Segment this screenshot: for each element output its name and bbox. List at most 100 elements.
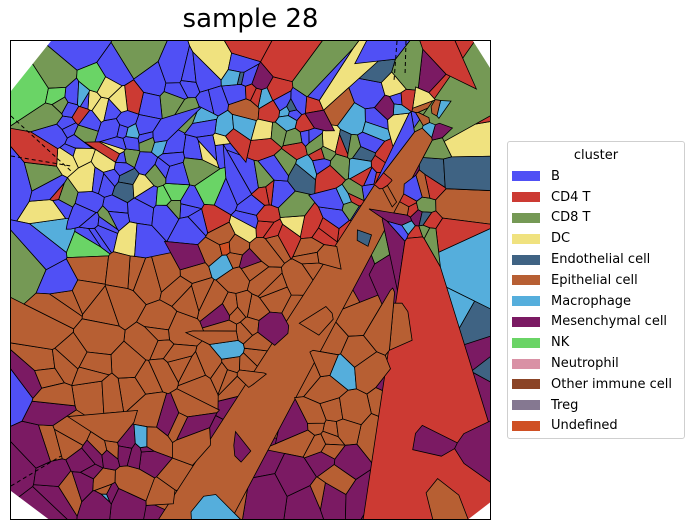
voronoi-cell	[251, 61, 274, 91]
legend-items: B CD4 T CD8 T DC Endothelial cell Epithelial …	[508, 166, 684, 436]
voronoi-cell	[257, 154, 289, 182]
voronoi-cell	[117, 445, 133, 467]
voronoi-cell	[11, 127, 59, 167]
voronoi-cell	[233, 430, 252, 463]
voronoi-cell	[187, 208, 209, 237]
voronoi-cell	[381, 217, 406, 291]
voronoi-cell	[374, 111, 415, 184]
legend-item: NK	[508, 332, 684, 353]
voronoi-cell	[207, 85, 229, 117]
legend-label: Mesenchymal cell	[551, 314, 668, 330]
legend-label: Macrophage	[551, 293, 632, 309]
legend-swatch	[512, 296, 540, 307]
legend-label: Endothelial cell	[551, 252, 651, 268]
voronoi-cell	[357, 131, 386, 154]
legend-label: CD8 T	[551, 210, 591, 226]
legend-label: B	[551, 168, 560, 184]
legend-swatch	[512, 400, 540, 411]
plot-area	[10, 40, 491, 520]
voronoi-cell	[270, 121, 287, 149]
legend-swatch	[512, 212, 540, 223]
legend-item: Mesenchymal cell	[508, 312, 684, 333]
voronoi-cell	[347, 157, 372, 180]
voronoi-cell	[197, 139, 220, 169]
voronoi-cell	[362, 121, 392, 142]
voronoi-cell	[11, 297, 75, 350]
legend-item: B	[508, 166, 684, 187]
legend-swatch	[512, 254, 540, 265]
voronoi-cell	[303, 451, 336, 478]
voronoi-cell	[104, 251, 131, 290]
voronoi-cell	[430, 99, 442, 117]
voronoi-cell	[400, 88, 416, 113]
voronoi-cell	[145, 476, 176, 506]
legend-label: NK	[551, 335, 570, 351]
voronoi-ridge-dashed	[404, 41, 407, 77]
legend-label: CD4 T	[551, 189, 591, 205]
voronoi-cell	[52, 199, 74, 220]
voronoi-cell	[113, 221, 138, 257]
voronoi-cell	[306, 48, 354, 101]
voronoi-cell	[100, 493, 111, 503]
voronoi-cell	[11, 219, 68, 271]
legend-label: Treg	[551, 397, 579, 413]
voronoi-cell	[373, 94, 395, 121]
legend-item: Neutrophil	[508, 353, 684, 374]
voronoi-cell	[59, 143, 76, 157]
legend-swatch	[512, 337, 540, 348]
voronoi-cell	[316, 244, 342, 270]
voronoi-cell	[157, 41, 190, 84]
voronoi-cell	[162, 343, 198, 363]
voronoi-cell	[419, 41, 478, 90]
legend-label: Other immune cell	[551, 376, 672, 392]
voronoi-cell	[144, 163, 167, 188]
voronoi-cell	[61, 122, 79, 139]
voronoi-cell	[250, 186, 270, 206]
voronoi-cell	[125, 123, 140, 139]
voronoi-cell	[246, 266, 283, 297]
legend-item: Other immune cell	[508, 374, 684, 395]
voronoi-cell	[51, 96, 69, 115]
voronoi-cell	[308, 187, 344, 211]
voronoi-cell	[304, 109, 336, 132]
voronoi-cell	[66, 409, 139, 443]
voronoi-cell	[308, 127, 324, 144]
voronoi-cell	[143, 326, 170, 341]
legend-item: Treg	[508, 395, 684, 416]
legend-swatch	[512, 420, 540, 431]
legend-item: Macrophage	[508, 291, 684, 312]
voronoi-cell	[71, 366, 110, 387]
voronoi-ridge-dashed	[11, 155, 72, 167]
legend-swatch	[512, 358, 540, 369]
legend-label: DC	[551, 231, 571, 247]
voronoi-cell	[172, 427, 211, 466]
voronoi-cell	[97, 205, 118, 230]
voronoi-cell	[277, 190, 321, 218]
voronoi-cell	[335, 418, 362, 446]
voronoi-cell	[454, 420, 490, 483]
voronoi-cell	[425, 478, 469, 519]
voronoi-cell	[79, 91, 90, 110]
voronoi-cell	[443, 155, 490, 191]
voronoi-cell	[224, 128, 252, 164]
voronoi-cell	[305, 132, 324, 156]
legend-item: CD4 T	[508, 187, 684, 208]
voronoi-cell	[163, 240, 206, 271]
voronoi-cell	[171, 284, 200, 320]
voronoi-cell	[388, 302, 413, 351]
voronoi-cell	[356, 229, 372, 247]
voronoi-cells	[11, 41, 490, 519]
voronoi-cell	[53, 428, 84, 461]
voronoi-cell	[235, 289, 253, 318]
voronoi-cell	[257, 311, 290, 346]
voronoi-cell	[293, 396, 327, 424]
voronoi-cell	[217, 369, 238, 397]
voronoi-cell	[167, 412, 189, 444]
legend-swatch	[512, 171, 540, 182]
voronoi-cell	[334, 132, 349, 158]
legend-item: Undefined	[508, 416, 684, 437]
voronoi-cell	[194, 167, 227, 206]
voronoi-cell	[368, 208, 413, 226]
legend-label: Undefined	[551, 418, 618, 434]
voronoi-cell	[126, 442, 142, 470]
